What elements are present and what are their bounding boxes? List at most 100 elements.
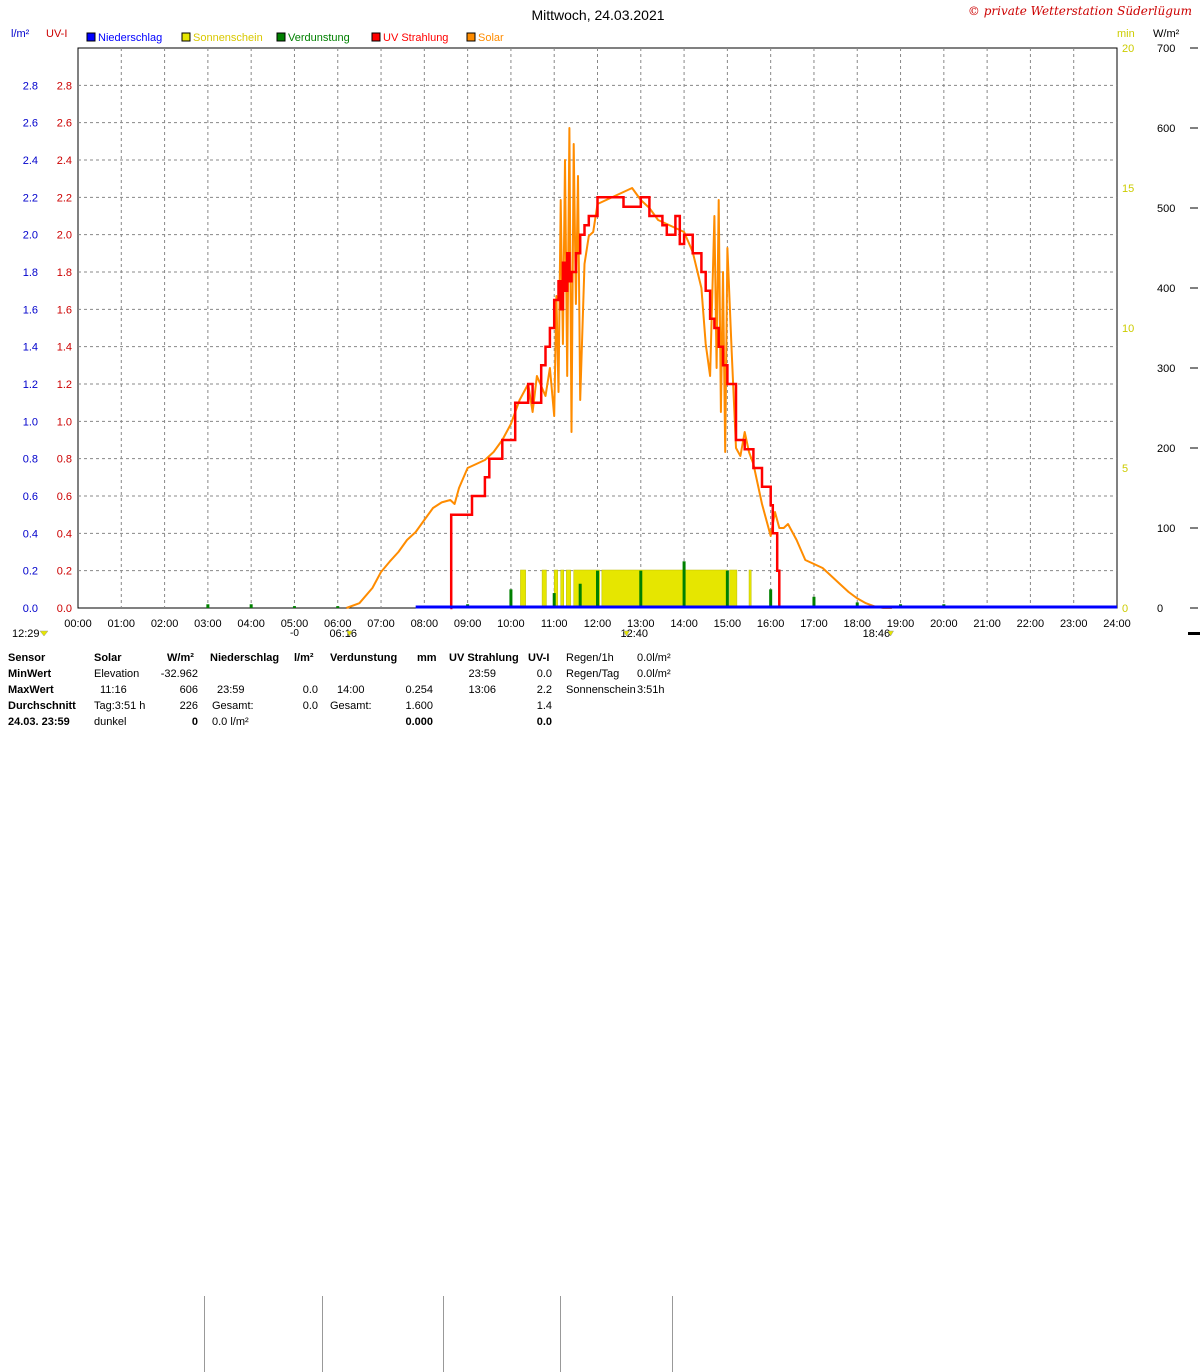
evap-time: 14:00 bbox=[337, 684, 365, 696]
right-unit-solar: W/m² bbox=[1153, 28, 1180, 40]
rain-time: 23:59 bbox=[217, 684, 245, 696]
stats-panel: Sensor Solar W/m² Niederschlag l/m² Verd… bbox=[0, 646, 1200, 1372]
x-tick-label: 13:00 bbox=[627, 618, 655, 630]
evap-time: Gesamt: bbox=[330, 700, 372, 712]
evaporation-spike bbox=[249, 604, 253, 608]
y-tick-rain: 2.0 bbox=[23, 230, 38, 242]
x-tick-label: 22:00 bbox=[1017, 618, 1045, 630]
y-tick-rain: 2.6 bbox=[23, 118, 38, 130]
row-label: MinWert bbox=[8, 668, 52, 680]
solar-value: 226 bbox=[179, 700, 198, 712]
evap-value: 0.254 bbox=[405, 684, 433, 696]
sun-marker-icon bbox=[345, 630, 353, 637]
extra-label: Regen/Tag bbox=[566, 668, 620, 680]
y-tick-rain: 0.0 bbox=[23, 603, 38, 615]
y-tick-uv: 0.6 bbox=[57, 491, 72, 503]
x-tick-label: 19:00 bbox=[887, 618, 915, 630]
sun-marker-time: 18:46 bbox=[863, 628, 891, 640]
x-tick-label: 00:00 bbox=[64, 618, 92, 630]
hdr-rain: Niederschlag bbox=[210, 652, 280, 664]
solar-value: -32.962 bbox=[160, 668, 198, 680]
x-tick-label: 18:00 bbox=[843, 618, 871, 630]
evaporation-spike bbox=[509, 589, 513, 608]
left-unit-rain: l/m² bbox=[11, 28, 30, 40]
rain-value: 0.0 bbox=[302, 684, 318, 696]
evaporation-spike bbox=[596, 570, 599, 608]
solar-label: dunkel bbox=[94, 716, 127, 728]
stats-row-current: 24.03. 23:59 dunkel 0 0.0 l/m² 0.000 0.0 bbox=[0, 716, 680, 732]
x-tick-label: 24:00 bbox=[1103, 618, 1131, 630]
y-tick-rain: 1.6 bbox=[23, 304, 38, 316]
sun-marker-time: 12:29 bbox=[12, 628, 40, 640]
legend-item-sonnenschein: Sonnenschein bbox=[181, 32, 263, 44]
evaporation-spike bbox=[292, 606, 296, 608]
legend-label: Niederschlag bbox=[98, 32, 162, 44]
uv-value: 0.0 bbox=[536, 668, 552, 680]
hdr-solar: Solar bbox=[94, 652, 122, 664]
x-tick-label: 16:00 bbox=[757, 618, 785, 630]
chart-legend: Niederschlag Sonnenschein Verdunstung UV St… bbox=[86, 32, 504, 44]
x-axis: 00:00 01:00 02:00 03:00 04:00 05:00 06:00 07:00… bbox=[64, 618, 1131, 630]
solar-value: 606 bbox=[179, 684, 198, 696]
chart-grid bbox=[77, 47, 1118, 609]
solar-label: Elevation bbox=[94, 668, 140, 680]
x-tick-label: 04:00 bbox=[237, 618, 265, 630]
x-tick-label: 20:00 bbox=[930, 618, 958, 630]
hdr-evap: Verdunstung bbox=[330, 652, 398, 664]
hdr-sensor: Sensor bbox=[8, 652, 46, 664]
x-tick-label: 21:00 bbox=[973, 618, 1001, 630]
legend-label: Solar bbox=[478, 32, 504, 44]
sun-marker-icon bbox=[623, 630, 630, 637]
y-tick-uv: 1.0 bbox=[57, 416, 72, 428]
y-tick-rain: 1.4 bbox=[23, 342, 38, 354]
weather-chart: Mittwoch, 24.03.2021 © private Wettersta… bbox=[11, 4, 1200, 640]
y-tick-rain: 2.2 bbox=[23, 192, 38, 204]
y-tick-uv: 0.4 bbox=[57, 528, 72, 540]
evaporation-spike bbox=[552, 593, 556, 608]
y-tick-rain: 0.8 bbox=[23, 454, 38, 466]
legend-item-solar: Solar bbox=[466, 32, 504, 44]
rain-value: 0.0 l/m² bbox=[212, 716, 249, 728]
y-tick-uv: 1.4 bbox=[57, 342, 72, 354]
plot-frame bbox=[77, 47, 1118, 609]
stats-header-row: Sensor Solar W/m² Niederschlag l/m² Verd… bbox=[0, 652, 680, 668]
hdr-uv-unit: UV-I bbox=[528, 652, 550, 664]
x-tick-label: 09:00 bbox=[454, 618, 482, 630]
solar-label: 11:16 bbox=[100, 684, 127, 696]
legend-label: Sonnenschein bbox=[193, 32, 263, 44]
evaporation-spike bbox=[812, 596, 816, 608]
x-tick-label: 03:00 bbox=[194, 618, 222, 630]
legend-item-niederschlag: Niederschlag bbox=[86, 32, 162, 44]
legend-item-uv-strahlung: UV Strahlung bbox=[371, 32, 448, 44]
left-unit-uv: UV-I bbox=[46, 28, 67, 40]
sunshine-bar bbox=[573, 569, 600, 609]
stats-row-max: MaxWert 11:16 606 23:59 0.0 14:00 0.254 … bbox=[0, 684, 680, 700]
uv-time: 23:59 bbox=[468, 668, 496, 680]
y-tick-uv: 2.6 bbox=[57, 118, 72, 130]
hdr-uv: UV Strahlung bbox=[449, 652, 519, 664]
y-tick-solar: 100 bbox=[1157, 523, 1175, 535]
series-line-uv bbox=[449, 196, 781, 610]
y-tick-solar: 0 bbox=[1157, 603, 1163, 615]
evap-value: 1.600 bbox=[405, 700, 433, 712]
evaporation-spike bbox=[682, 561, 686, 608]
y-tick-min: 0 bbox=[1122, 603, 1128, 615]
hdr-solar-unit: W/m² bbox=[167, 652, 194, 664]
y-tick-rain: 2.8 bbox=[23, 80, 38, 92]
chart-title: Mittwoch, 24.03.2021 bbox=[531, 7, 664, 23]
stats-row-avg: Durchschnitt Tag:3:51 h 226 Gesamt: 0.0 … bbox=[0, 700, 680, 716]
legend-swatch bbox=[86, 32, 96, 42]
y-tick-min: 15 bbox=[1122, 183, 1134, 195]
y-tick-solar: 600 bbox=[1157, 123, 1175, 135]
hdr-regen-1h-val: 0.0l/m² bbox=[637, 652, 671, 664]
sun-marker-icon bbox=[39, 630, 49, 637]
legend-label: Verdunstung bbox=[288, 32, 350, 44]
row-label: MaxWert bbox=[8, 684, 54, 696]
y-tick-rain: 1.2 bbox=[23, 379, 38, 391]
x-tick-label: 10:00 bbox=[497, 618, 525, 630]
copyright-text: © private Wetterstation Süderlügum bbox=[968, 4, 1192, 18]
y-tick-uv: 1.8 bbox=[57, 267, 72, 279]
y-tick-uv: 2.0 bbox=[57, 230, 72, 242]
x-tick-label: 06:00 bbox=[324, 618, 352, 630]
x-tick-label: 23:00 bbox=[1060, 618, 1088, 630]
